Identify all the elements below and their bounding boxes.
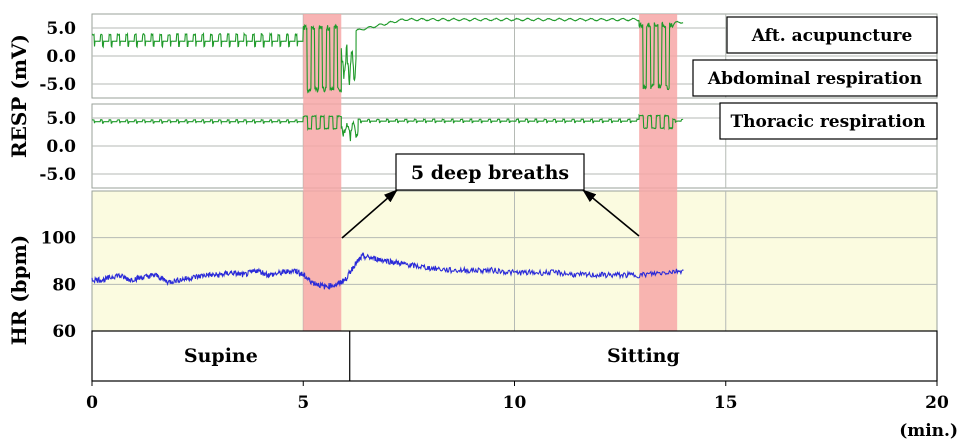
- y-tick-heart-rate-2: 60: [52, 322, 76, 342]
- y-tick-thoracic-1: 0.0: [46, 137, 76, 157]
- deep-breaths-text: 5 deep breaths: [411, 162, 569, 184]
- label-thoracic: Thoracic respiration: [719, 102, 938, 140]
- series-line-heart-rate: [91, 251, 684, 291]
- y-tick-abdominal-0: 5.0: [46, 19, 76, 39]
- label-abdominal-text: Abdominal respiration: [707, 69, 922, 89]
- data-series: [91, 17, 684, 291]
- y-tick-heart-rate-0: 100: [41, 229, 77, 249]
- posture-band-frame: [91, 330, 938, 382]
- series-line-thoracic: [91, 113, 684, 142]
- series-line-abdominal: [91, 17, 684, 94]
- y-tick-thoracic-2: -5.0: [39, 165, 76, 185]
- deep-breaths-box: [395, 153, 585, 191]
- label-abdominal: Abdominal respiration: [692, 59, 938, 97]
- deep-breaths-annotation: 5 deep breaths: [341, 153, 640, 239]
- y-tick-abdominal-2: -5.0: [39, 75, 76, 95]
- x-tick-labels: 0 5 10 15 20: [86, 381, 949, 413]
- posture-label-sitting: Sitting: [607, 345, 680, 367]
- hr-axis-title: HR (bpm): [7, 235, 31, 346]
- resp-axis-title: RESP (mV): [7, 34, 31, 158]
- x-tick-1: 5: [297, 393, 309, 413]
- y-tick-heart-rate-1: 80: [52, 275, 76, 295]
- x-tick-0: 0: [86, 393, 98, 413]
- arrow-to-first-interval: [341, 189, 398, 239]
- label-abdominal-box: [692, 59, 938, 97]
- label-aft-acupuncture-box: [726, 16, 938, 54]
- label-thoracic-box: [719, 102, 938, 140]
- x-tick-4: 20: [925, 393, 949, 413]
- posture-band: Supine Sitting: [91, 330, 938, 382]
- x-tick-2: 10: [503, 393, 527, 413]
- posture-label-supine: Supine: [184, 345, 258, 367]
- y-tick-abdominal-1: 0.0: [46, 47, 76, 67]
- label-aft-acupuncture: Aft. acupuncture: [726, 16, 938, 54]
- y-tick-thoracic-0: 5.0: [46, 109, 76, 129]
- label-thoracic-text: Thoracic respiration: [730, 112, 925, 132]
- label-aft-acupuncture-text: Aft. acupuncture: [751, 26, 913, 46]
- y-tick-labels: 5.0 0.0 -5.0 5.0 0.0 -5.0 100 80 60: [39, 19, 76, 342]
- x-axis-unit-label: (min.): [899, 421, 958, 441]
- x-tick-3: 15: [714, 393, 738, 413]
- arrow-to-second-interval: [582, 189, 640, 237]
